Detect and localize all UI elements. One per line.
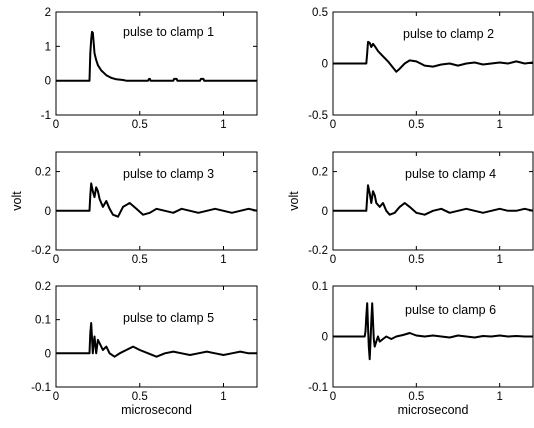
x-tick-label: 0 [330, 254, 336, 266]
x-tick-label: 1 [496, 391, 502, 403]
x-tick-label: 0 [330, 119, 336, 131]
y-tick-label: -0.1 [31, 382, 51, 394]
y-tick-label: 0 [45, 76, 51, 88]
y-tick-label: 0.1 [312, 281, 328, 293]
x-tick-label: 0.5 [132, 119, 148, 131]
y-tick-label: 0.5 [312, 7, 328, 19]
y-tick-label: 0.2 [35, 167, 51, 179]
y-tick-label: 0 [322, 59, 328, 71]
axes-box [55, 11, 258, 116]
series-line [333, 40, 533, 73]
y-tick-label: -1 [41, 110, 51, 122]
series-line [56, 182, 257, 218]
x-tick-label: 0 [53, 391, 59, 403]
axes-box [55, 285, 258, 388]
series-line [333, 184, 533, 216]
panel-annotation: pulse to clamp 2 [403, 27, 494, 41]
y-tick-label: -0.1 [308, 382, 328, 394]
x-tick-label: 0.5 [408, 119, 424, 131]
y-tick-label: -0.2 [31, 245, 51, 257]
y-tick-label: 0 [322, 206, 328, 218]
x-axis-label: microsecond [398, 403, 469, 417]
x-tick-label: 0.5 [132, 254, 148, 266]
y-axis-label: volt [10, 191, 24, 211]
y-tick-label: -0.5 [308, 110, 328, 122]
y-axis-label: volt [287, 191, 301, 211]
x-tick-label: 0.5 [408, 254, 424, 266]
y-tick-label: 0.1 [35, 315, 51, 327]
panel-annotation: pulse to clamp 1 [123, 25, 214, 39]
panel-annotation: pulse to clamp 6 [405, 303, 496, 317]
panel-annotation: pulse to clamp 5 [123, 311, 214, 325]
y-tick-label: 1 [45, 41, 51, 53]
y-tick-label: 0 [45, 206, 51, 218]
axes-box [55, 151, 258, 251]
x-tick-label: 0 [53, 254, 59, 266]
x-tick-label: 1 [220, 119, 226, 131]
series-line [333, 302, 533, 361]
y-tick-label: 0 [45, 348, 51, 360]
y-tick-label: 0.2 [312, 167, 328, 179]
series-line [56, 322, 257, 358]
x-tick-label: 0.5 [408, 391, 424, 403]
x-tick-label: 1 [496, 254, 502, 266]
panel-annotation: pulse to clamp 3 [123, 167, 214, 181]
x-tick-label: 0 [330, 391, 336, 403]
y-tick-label: -0.2 [308, 245, 328, 257]
x-tick-label: 1 [496, 119, 502, 131]
y-tick-label: 2 [45, 7, 51, 19]
x-tick-label: 0.5 [132, 391, 148, 403]
axes-box [332, 151, 534, 251]
y-tick-label: 0 [322, 332, 328, 344]
x-tick-label: 1 [220, 391, 226, 403]
panel-annotation: pulse to clamp 4 [405, 167, 496, 181]
x-axis-label: microsecond [121, 403, 192, 417]
x-tick-label: 1 [220, 254, 226, 266]
x-tick-label: 0 [53, 119, 59, 131]
series-line [56, 30, 257, 82]
y-tick-label: 0.2 [35, 281, 51, 293]
